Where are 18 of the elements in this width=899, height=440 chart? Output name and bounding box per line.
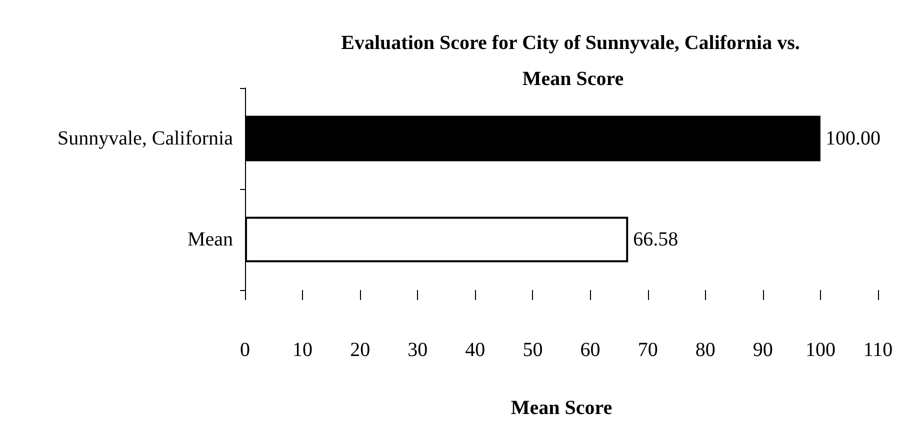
x-tick-label: 90 [752,339,773,361]
x-tick-label: 0 [240,339,250,361]
data-label: 66.58 [633,228,678,250]
x-tick-label: 20 [350,339,370,361]
y-tick-label: Mean [187,228,233,250]
y-tick-label: Sunnyvale, California [57,128,234,150]
x-tick-label: 110 [863,339,893,361]
x-tick-label: 100 [805,339,836,361]
x-axis-title: Mean Score [510,397,612,419]
x-tick-label: 60 [580,339,600,361]
chart-title: Evaluation Score for City of Sunnyvale, California vs. Mean Score [341,32,805,90]
data-label: 100.00 [825,128,880,150]
x-tick-label: 30 [408,339,428,361]
x-tick-label: 50 [522,339,543,361]
x-tick-label: 10 [292,339,313,361]
x-tick-label: 40 [465,339,486,361]
x-tick-label: 80 [695,339,716,361]
x-tick-label: 70 [638,339,658,361]
